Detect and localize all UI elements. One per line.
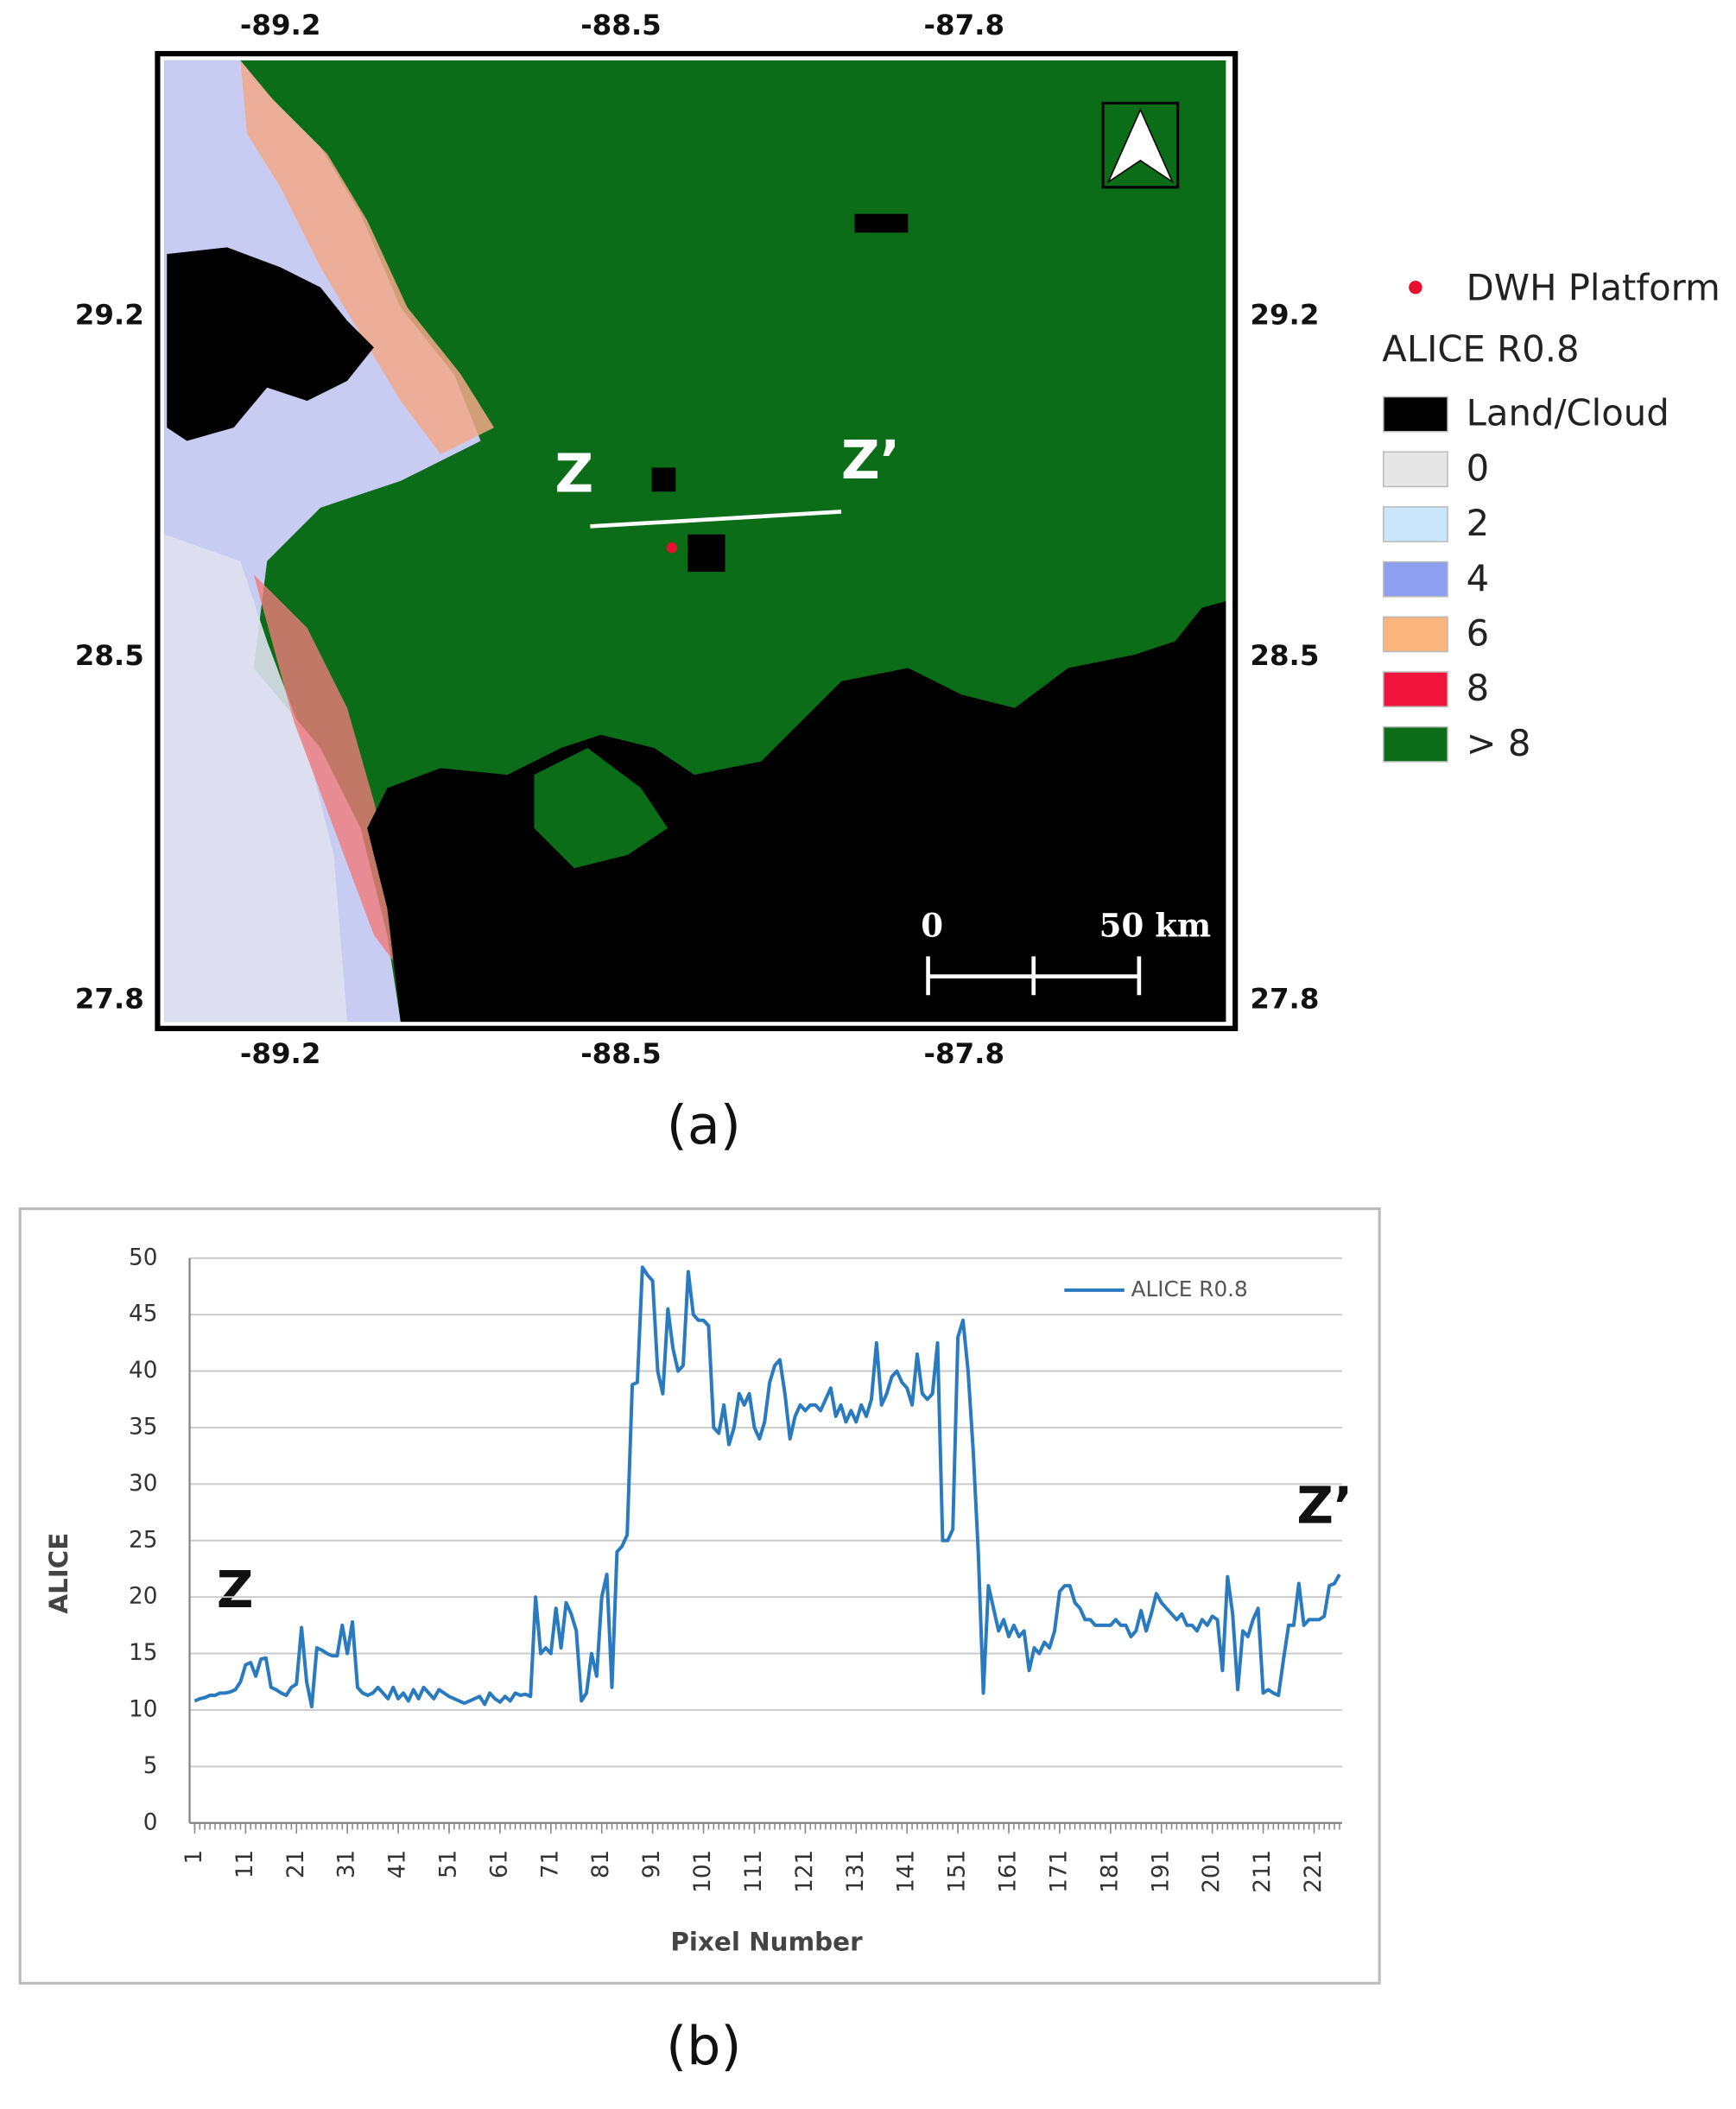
legend-label: > 8 <box>1467 722 1531 764</box>
legend-label: 4 <box>1467 557 1490 599</box>
platform-marker <box>666 542 677 554</box>
x-tick-label: 171 <box>1046 1850 1072 1893</box>
map-cloud <box>651 467 676 492</box>
y-tick-label: 25 <box>129 1527 157 1553</box>
y-tick-label: 40 <box>129 1358 157 1384</box>
panel-caption: (a) <box>667 1094 741 1156</box>
map-cloud <box>687 534 725 573</box>
map-cloud <box>854 213 909 233</box>
x-tick-label: 91 <box>639 1850 665 1878</box>
x-tick-label: 31 <box>334 1850 360 1878</box>
lon-label: -87.8 <box>924 1037 1005 1070</box>
transect-line <box>590 510 842 529</box>
x-tick-label: 181 <box>1097 1850 1123 1893</box>
y-tick-label: 0 <box>143 1809 158 1835</box>
legend-label: 6 <box>1467 611 1490 654</box>
panel-caption: (b) <box>666 2016 742 2078</box>
x-tick-label: 121 <box>792 1850 818 1893</box>
legend-label: DWH Platform <box>1467 266 1720 308</box>
y-tick-label: 50 <box>129 1244 157 1270</box>
y-tick-label: 15 <box>129 1640 157 1666</box>
legend-label: 0 <box>1467 446 1490 489</box>
x-tick-label: 161 <box>996 1850 1022 1893</box>
legend-title: ALICE R0.8 <box>1382 327 1579 370</box>
map-cloud <box>167 247 374 441</box>
map-mid-alice <box>240 60 495 455</box>
lat-label: 28.5 <box>75 639 144 672</box>
x-tick-label: 191 <box>1148 1850 1174 1893</box>
lat-label: 27.8 <box>1250 982 1319 1015</box>
x-tick-label: 221 <box>1301 1850 1327 1893</box>
y-tick-label: 35 <box>129 1414 157 1440</box>
lon-label: -88.5 <box>580 9 662 41</box>
lon-label: -89.2 <box>240 1037 321 1070</box>
x-axis-label: Pixel Number <box>670 1927 863 1956</box>
scale-label: 50 km <box>1099 906 1211 944</box>
y-tick-label: 45 <box>129 1302 157 1327</box>
y-tick-label: 5 <box>143 1753 158 1779</box>
legend-swatch <box>1383 725 1448 763</box>
map-land <box>367 601 1226 1023</box>
lon-label: -89.2 <box>240 9 321 41</box>
x-tick-label: 41 <box>385 1850 411 1878</box>
legend-marker <box>1409 281 1422 294</box>
transect-label: Z <box>554 442 593 504</box>
legend-label: 8 <box>1467 667 1490 709</box>
legend-label: 2 <box>1467 502 1490 544</box>
x-tick-label: 211 <box>1250 1850 1276 1893</box>
y-tick-label: 20 <box>129 1584 157 1610</box>
y-axis-label: ALICE <box>44 1533 73 1614</box>
x-tick-label: 151 <box>945 1850 971 1893</box>
legend-label: ALICE R0.8 <box>1131 1276 1248 1302</box>
annotation: Z <box>217 1560 254 1619</box>
north-arrow-box <box>1101 101 1180 189</box>
data-line <box>193 1265 1341 1709</box>
x-tick-label: 201 <box>1199 1850 1225 1893</box>
x-tick-label: 101 <box>690 1850 716 1893</box>
legend-swatch <box>1383 396 1448 433</box>
legend-swatch <box>1383 451 1448 488</box>
x-tick-label: 21 <box>283 1850 309 1878</box>
legend-swatch <box>1383 506 1448 542</box>
scale-label: 0 <box>921 906 943 944</box>
lon-label: -88.5 <box>580 1037 662 1070</box>
map-pale <box>164 534 347 1023</box>
x-tick-label: 111 <box>741 1850 767 1893</box>
x-tick-label: 71 <box>537 1850 563 1878</box>
legend-label: Land/Cloud <box>1467 392 1669 434</box>
lat-label: 29.2 <box>1250 299 1319 332</box>
x-tick-label: 51 <box>435 1850 461 1878</box>
x-tick-label: 1 <box>181 1850 207 1865</box>
x-tick-label: 81 <box>588 1850 614 1878</box>
x-tick-label: 131 <box>843 1850 869 1893</box>
transect-label: Z’ <box>841 429 900 491</box>
x-tick-label: 11 <box>232 1850 258 1878</box>
legend-swatch <box>1383 616 1448 653</box>
legend-swatch <box>1383 560 1448 598</box>
lon-label: -87.8 <box>924 9 1005 41</box>
chart-frame <box>18 1207 1381 1985</box>
annotation: Z’ <box>1296 1476 1353 1536</box>
map-high-alice <box>253 574 415 989</box>
y-tick-label: 10 <box>129 1697 157 1723</box>
lat-label: 27.8 <box>75 982 144 1015</box>
north-arrow <box>1106 108 1175 184</box>
map-panel: Z Z’ 0 50 km (a) DWH Platform ALICE R0.8 <box>155 51 1720 1156</box>
x-tick-label: 61 <box>486 1850 512 1878</box>
map-ocean-patch <box>534 748 668 869</box>
lat-label: 28.5 <box>1250 639 1319 672</box>
lat-label: 29.2 <box>75 299 144 332</box>
x-tick-label: 141 <box>894 1850 920 1893</box>
legend-swatch <box>1383 671 1448 708</box>
y-tick-label: 30 <box>129 1471 157 1497</box>
